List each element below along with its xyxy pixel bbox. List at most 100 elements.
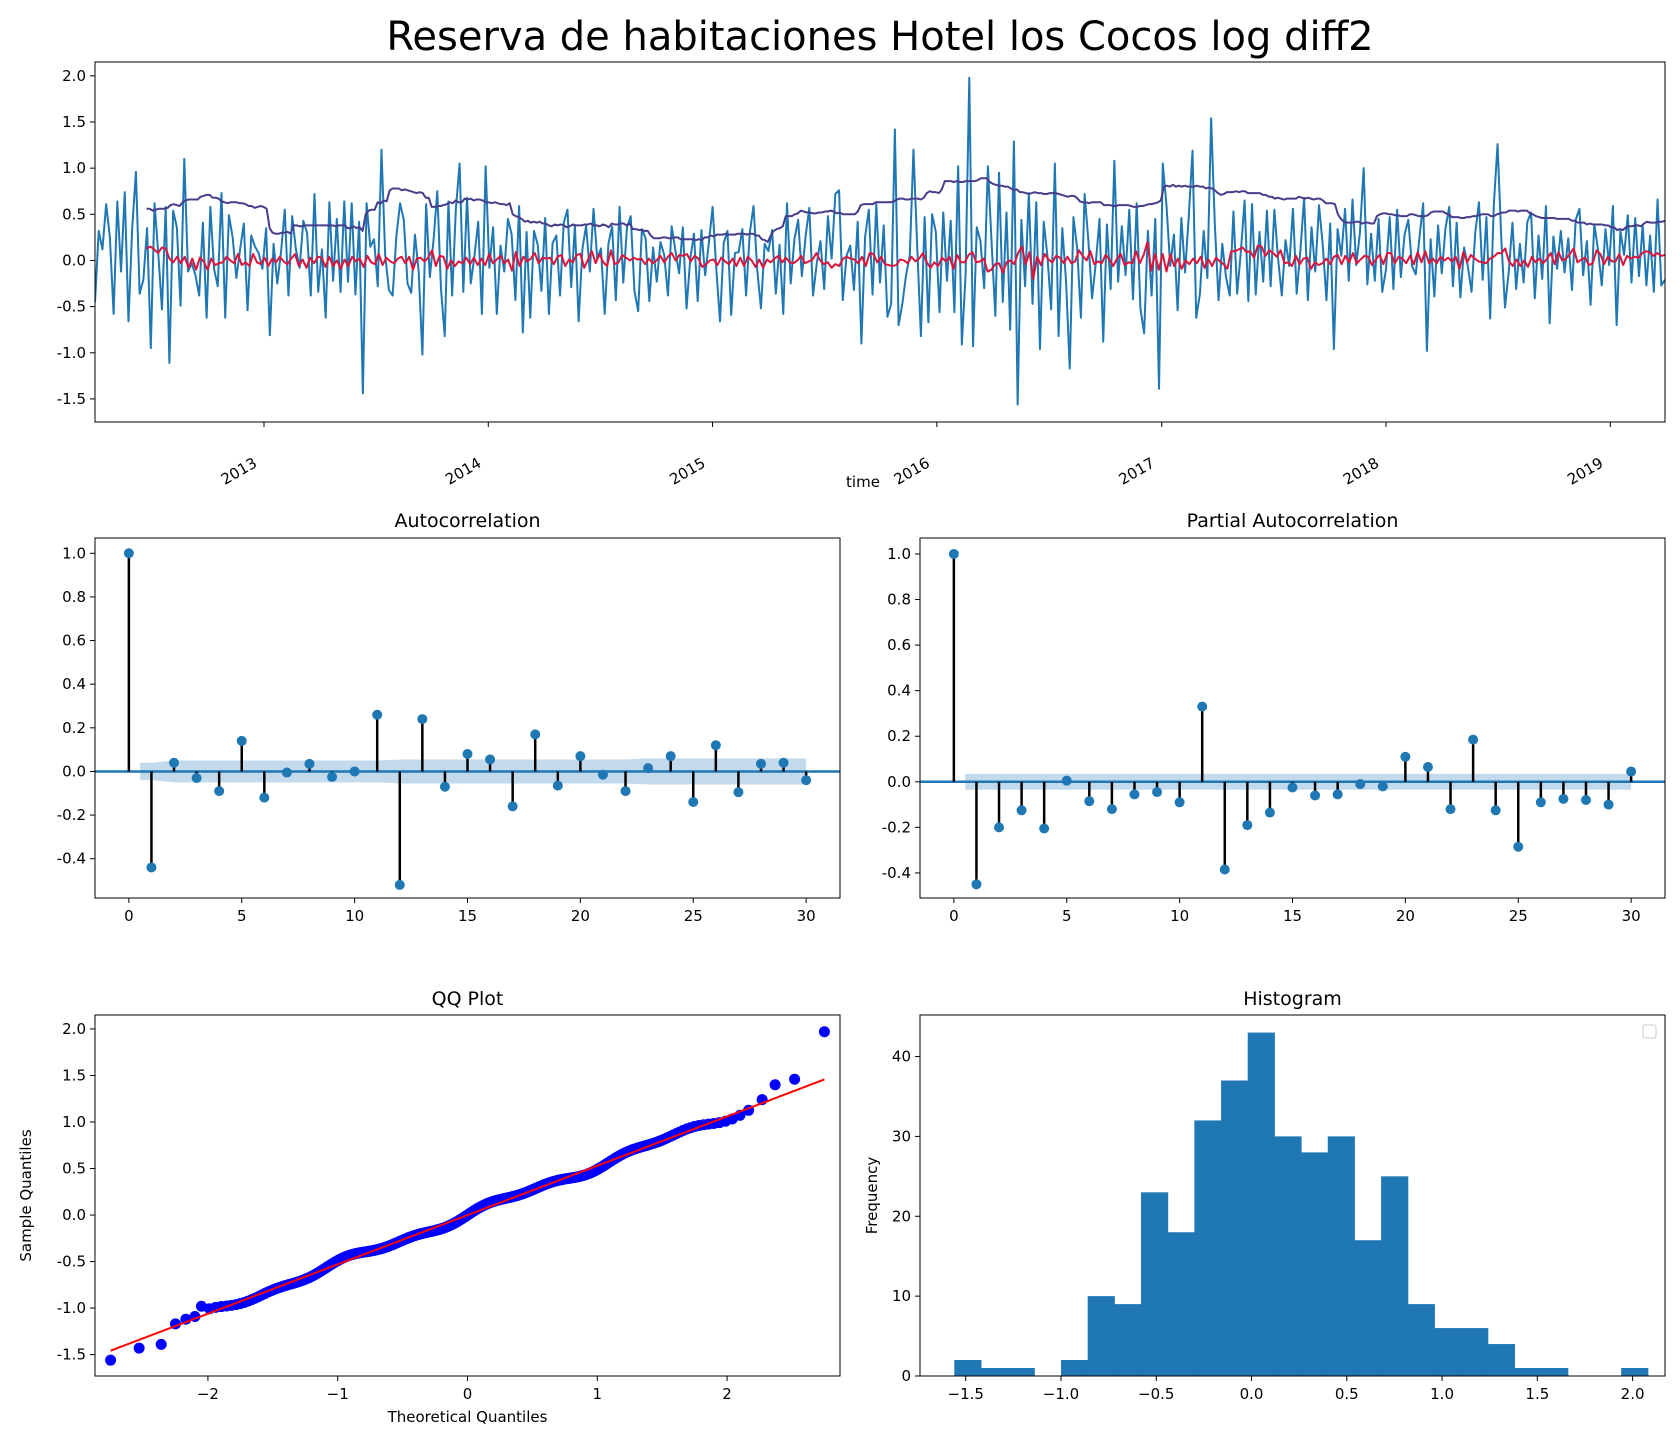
stem-marker	[1422, 761, 1433, 772]
stem-marker	[214, 786, 225, 797]
stem-marker	[462, 749, 473, 759]
y-tick-label: 0.5	[62, 205, 86, 223]
y-tick-label: 1.0	[62, 1113, 86, 1131]
stem-marker	[281, 767, 292, 778]
histogram-bar	[1461, 1328, 1489, 1376]
y-tick-label: 0.6	[62, 632, 86, 650]
stem-marker	[1174, 797, 1185, 808]
stem-marker	[349, 766, 360, 777]
y-tick-label: 0.0	[62, 1206, 86, 1224]
x-tick-label: 2.0	[1621, 1385, 1645, 1403]
panel-title: Autocorrelation	[394, 510, 540, 532]
x-tick-label: −1.5	[948, 1385, 984, 1403]
y-tick-label: 0.4	[887, 682, 911, 700]
stem-marker	[1242, 820, 1253, 831]
y-tick-label: 1.0	[887, 545, 911, 563]
y-tick-label: 1.0	[62, 544, 86, 562]
histogram-bar	[1487, 1344, 1515, 1376]
x-tick-label: 0.5	[1335, 1385, 1359, 1403]
y-axis-label: Sample Quantiles	[17, 1129, 35, 1261]
plot-frame	[919, 1014, 1666, 1377]
histogram-bar	[1221, 1080, 1249, 1376]
histogram-bar	[1247, 1032, 1275, 1376]
stem-marker	[1468, 734, 1479, 745]
histogram-bar	[1274, 1136, 1302, 1376]
stem-marker	[971, 879, 982, 890]
y-tick-label: 1.0	[62, 159, 86, 177]
x-tick-label: 15	[458, 907, 477, 925]
stem-marker	[1377, 781, 1388, 792]
stem-marker	[485, 754, 496, 765]
stem-marker	[1264, 807, 1275, 818]
x-tick-label: 25	[684, 907, 703, 925]
histogram-bar	[954, 1360, 982, 1376]
stem-marker	[1152, 787, 1163, 798]
stem-marker	[1603, 799, 1614, 810]
stem-marker	[1332, 789, 1343, 800]
y-tick-label: 0.0	[62, 251, 86, 269]
x-tick-label: 1.0	[1430, 1385, 1454, 1403]
x-axis-label: time	[846, 473, 880, 491]
x-tick-label: 30	[1622, 907, 1641, 925]
histogram-bar	[1621, 1368, 1649, 1376]
stem-marker	[123, 548, 134, 559]
x-tick-label: 1	[593, 1385, 603, 1403]
histogram-bar	[1354, 1240, 1382, 1376]
x-tick-label: 1.5	[1525, 1385, 1549, 1403]
y-tick-label: -1.5	[57, 390, 86, 408]
stem-marker	[620, 786, 631, 797]
qq-fit-line	[110, 1078, 825, 1352]
stem-marker	[1039, 823, 1050, 834]
stem-marker	[1580, 795, 1591, 806]
y-tick-label: -0.4	[882, 864, 911, 882]
stem-marker	[688, 797, 699, 807]
stem-marker	[1129, 789, 1140, 800]
y-tick-label: 0.2	[887, 727, 911, 745]
stem-marker	[417, 714, 428, 725]
y-tick-label: 40	[892, 1048, 911, 1066]
y-tick-label: 30	[892, 1127, 911, 1145]
y-tick-label: -1.5	[57, 1346, 86, 1364]
stem-marker	[1445, 804, 1456, 815]
histogram-bar	[1141, 1192, 1169, 1376]
qq-panel: 2.0 1.5 1.0 0.5 0.0 -0.5 -1.0 -1.5 −2 −1 0 1 2 QQ Plo…	[17, 988, 841, 1426]
stem-marker	[994, 822, 1005, 833]
stem-marker	[1513, 841, 1524, 852]
qq-point	[195, 1300, 207, 1312]
x-tick-label: −1	[327, 1385, 349, 1403]
y-tick-label: 1.5	[62, 1066, 86, 1084]
y-tick-label: 0.8	[887, 591, 911, 609]
y-tick-label: -0.5	[57, 1253, 86, 1271]
stem-marker	[327, 771, 338, 782]
histogram-bar	[1114, 1304, 1142, 1376]
x-tick-label: 10	[345, 907, 364, 925]
x-tick-label: −0.5	[1138, 1385, 1174, 1403]
y-tick-label: -0.2	[57, 806, 86, 824]
stem-marker	[643, 763, 654, 774]
stem-marker	[755, 758, 766, 769]
stem-marker	[1355, 779, 1366, 790]
y-tick-label: 0.0	[62, 762, 86, 780]
panel-title: QQ Plot	[432, 988, 504, 1010]
y-axis-label: Frequency	[863, 1157, 881, 1235]
stem-marker	[372, 709, 383, 720]
x-tick-label: 20	[571, 907, 590, 925]
stem-marker	[1558, 793, 1569, 804]
histogram-bar	[1327, 1136, 1355, 1376]
y-tick-label: 0.6	[887, 636, 911, 654]
histogram-bar	[1381, 1176, 1409, 1376]
stem-marker	[191, 773, 202, 783]
plot-frame	[94, 61, 1666, 423]
stem-marker	[710, 740, 721, 751]
histogram-bar	[1194, 1120, 1222, 1376]
panel-title: Histogram	[1243, 988, 1342, 1010]
qq-point	[105, 1354, 117, 1366]
stem-marker	[1197, 701, 1208, 712]
y-tick-label: 0.5	[62, 1160, 86, 1178]
stem-marker	[948, 548, 959, 559]
y-tick-label: -0.5	[57, 298, 86, 316]
y-tick-label: -1.0	[57, 1299, 86, 1317]
pacf-panel: 1.0 0.8 0.6 0.4 0.2 0.0 -0.2 -0.4 0 5 10 15 20 25 30 Pa…	[882, 510, 1666, 925]
histogram-bar	[1407, 1304, 1435, 1376]
